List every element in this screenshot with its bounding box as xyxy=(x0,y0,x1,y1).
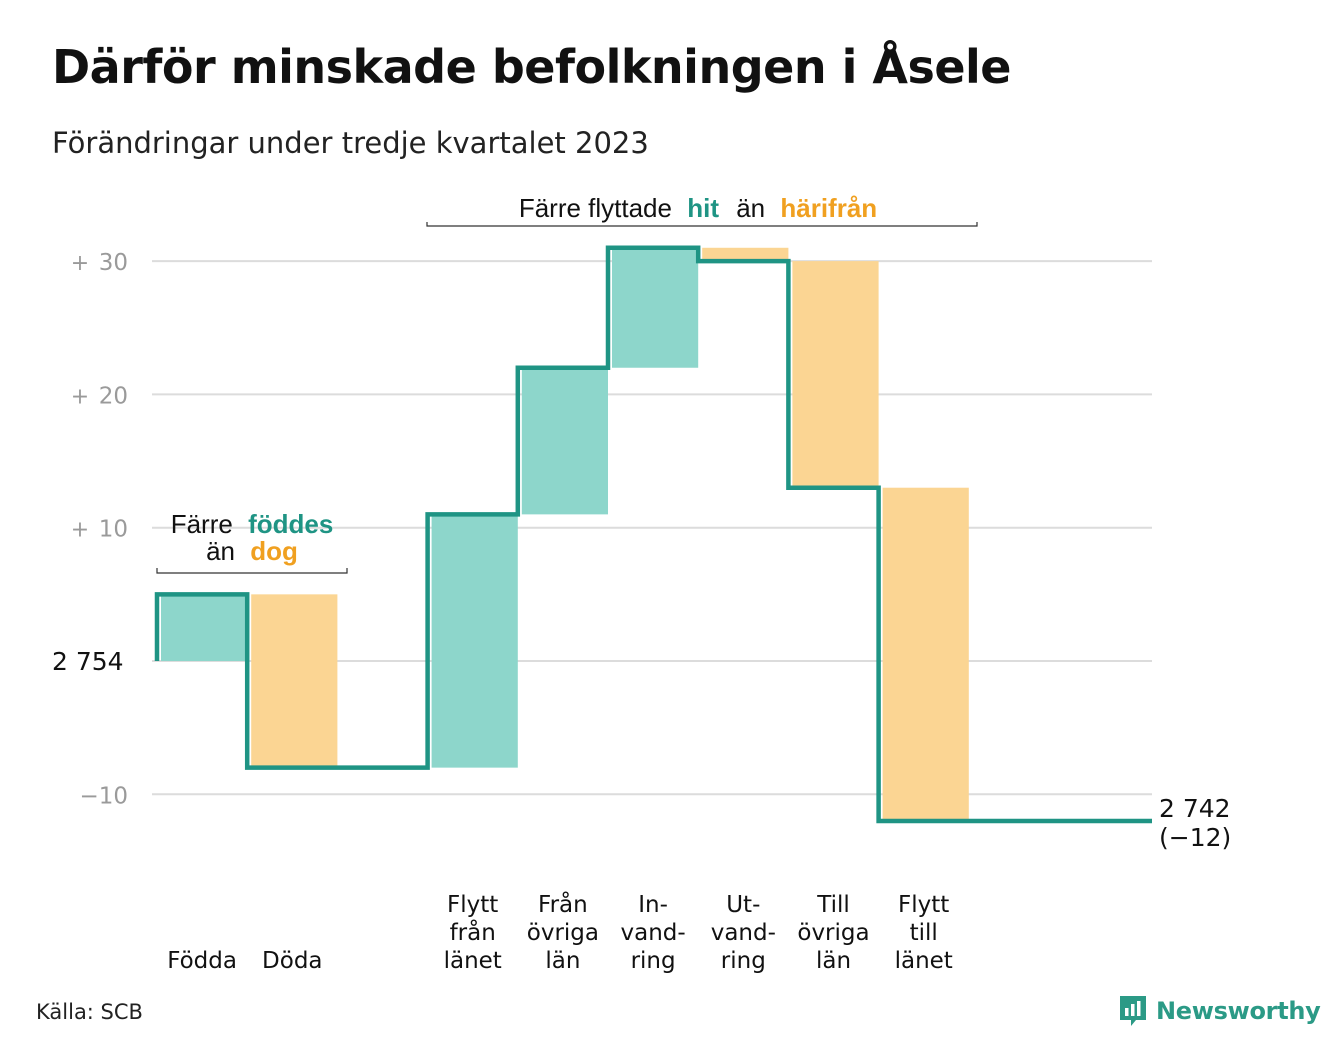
births-annotation-pre: Färre xyxy=(171,509,233,539)
category-label: till xyxy=(910,920,938,946)
migration-annotation: Färre flyttade hit än härifrån xyxy=(426,193,978,227)
category-label: övriga xyxy=(527,920,599,946)
end-value-label: 2 742 xyxy=(1159,794,1231,823)
category-label: Ut- xyxy=(726,892,760,918)
svg-text:Färre föddes: Färre föddes xyxy=(171,509,334,539)
migration-annotation-than: än xyxy=(736,193,765,223)
waterfall-bar xyxy=(612,247,699,368)
waterfall-bar xyxy=(882,487,969,821)
end-change-label: (−12) xyxy=(1159,823,1231,852)
category-label: länet xyxy=(895,948,953,974)
category-label: från xyxy=(450,918,496,946)
category-label: Födda xyxy=(167,948,237,974)
waterfall-bar xyxy=(431,514,518,768)
newsworthy-brand-name: Newsworthy xyxy=(1156,997,1321,1025)
births-annotation-negative: dog xyxy=(250,536,298,566)
chart-subtitle: Förändringar under tredje kvartalet 2023 xyxy=(52,126,649,160)
category-label: Flytt xyxy=(898,892,949,918)
waterfall-bar xyxy=(521,367,608,515)
category-label: vand- xyxy=(711,920,776,946)
category-label: ring xyxy=(631,948,676,974)
svg-text:Färre flyttade hit: Färre flyttade hit än härifrån xyxy=(519,193,877,223)
y-tick-sign: + xyxy=(71,518,89,543)
category-label: övriga xyxy=(797,920,869,946)
cumulative-step-line xyxy=(154,245,1152,824)
births-annotation-positive: föddes xyxy=(248,509,333,539)
chart-title: Därför minskade befolkningen i Åsele xyxy=(52,40,1012,94)
svg-text:än dog: än dog xyxy=(206,536,298,566)
y-tick-label: 30 xyxy=(99,250,128,276)
migration-annotation-bracket xyxy=(426,222,978,227)
category-label: In- xyxy=(638,892,668,918)
waterfall-bar xyxy=(702,247,789,262)
y-tick-sign: + xyxy=(71,251,89,276)
category-label: vand- xyxy=(621,920,686,946)
migration-annotation-pre: Färre flyttade xyxy=(519,193,672,223)
waterfall-bar xyxy=(251,594,338,768)
category-label: län xyxy=(816,948,851,974)
waterfall-bar xyxy=(161,594,248,661)
category-label: Till xyxy=(816,892,850,918)
category-label: Från xyxy=(538,890,588,918)
migration-annotation-negative: härifrån xyxy=(780,193,877,223)
y-tick-label: 20 xyxy=(99,383,128,409)
source-note: Källa: SCB xyxy=(36,1000,143,1024)
newsworthy-logo-icon xyxy=(1120,996,1146,1026)
migration-annotation-positive: hit xyxy=(687,193,719,223)
y-tick-label: −10 xyxy=(79,783,128,809)
category-label: län xyxy=(545,948,580,974)
newsworthy-brand[interactable]: Newsworthy xyxy=(1118,994,1321,1028)
births-annotation-than: än xyxy=(206,536,235,566)
waterfall-bar xyxy=(792,261,879,488)
births-annotation: Färre föddes än dog xyxy=(156,509,348,574)
y-tick-label: 10 xyxy=(99,517,128,543)
category-label: ring xyxy=(721,948,766,974)
start-value-label: 2 754 xyxy=(52,647,124,676)
category-label: Flytt xyxy=(447,892,498,918)
births-annotation-bracket xyxy=(156,568,348,574)
y-tick-sign: + xyxy=(71,384,89,409)
category-label: länet xyxy=(444,948,502,974)
category-label: Döda xyxy=(262,948,322,974)
